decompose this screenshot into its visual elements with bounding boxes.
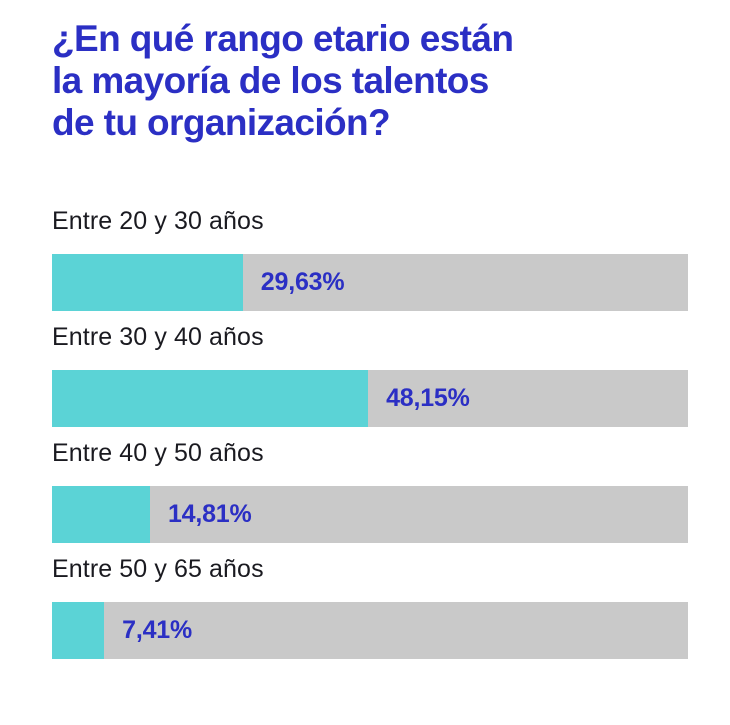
bar-fill bbox=[52, 254, 243, 311]
bar-fill bbox=[52, 602, 105, 659]
bar-chart: Entre 20 y 30 años 29,63% Entre 30 y 40 … bbox=[52, 206, 688, 659]
bar-value-label: 29,63% bbox=[260, 268, 345, 296]
bar-group: Entre 30 y 40 años 48,15% bbox=[52, 322, 688, 427]
page-title: ¿En qué rango etario están la mayoría de… bbox=[52, 18, 514, 143]
bar-category-label: Entre 50 y 65 años bbox=[52, 555, 264, 583]
bar-track: 29,63% bbox=[52, 254, 688, 311]
bar-group: Entre 40 y 50 años 14,81% bbox=[52, 438, 688, 543]
bar-value-label: 7,41% bbox=[122, 616, 193, 644]
bar-track: 48,15% bbox=[52, 370, 688, 427]
bar-category-label: Entre 30 y 40 años bbox=[52, 323, 264, 351]
bar-value-label: 48,15% bbox=[386, 384, 470, 412]
bar-category-label: Entre 20 y 30 años bbox=[52, 207, 264, 235]
bar-group: Entre 50 y 65 años 7,41% bbox=[52, 554, 688, 659]
bar-category-label: Entre 40 y 50 años bbox=[52, 439, 264, 467]
bar-track: 14,81% bbox=[52, 486, 688, 543]
bar-track: 7,41% bbox=[52, 602, 688, 659]
bar-group: Entre 20 y 30 años 29,63% bbox=[52, 206, 688, 311]
bar-fill bbox=[52, 486, 150, 543]
bar-value-label: 14,81% bbox=[167, 500, 252, 528]
bar-fill bbox=[52, 370, 369, 427]
